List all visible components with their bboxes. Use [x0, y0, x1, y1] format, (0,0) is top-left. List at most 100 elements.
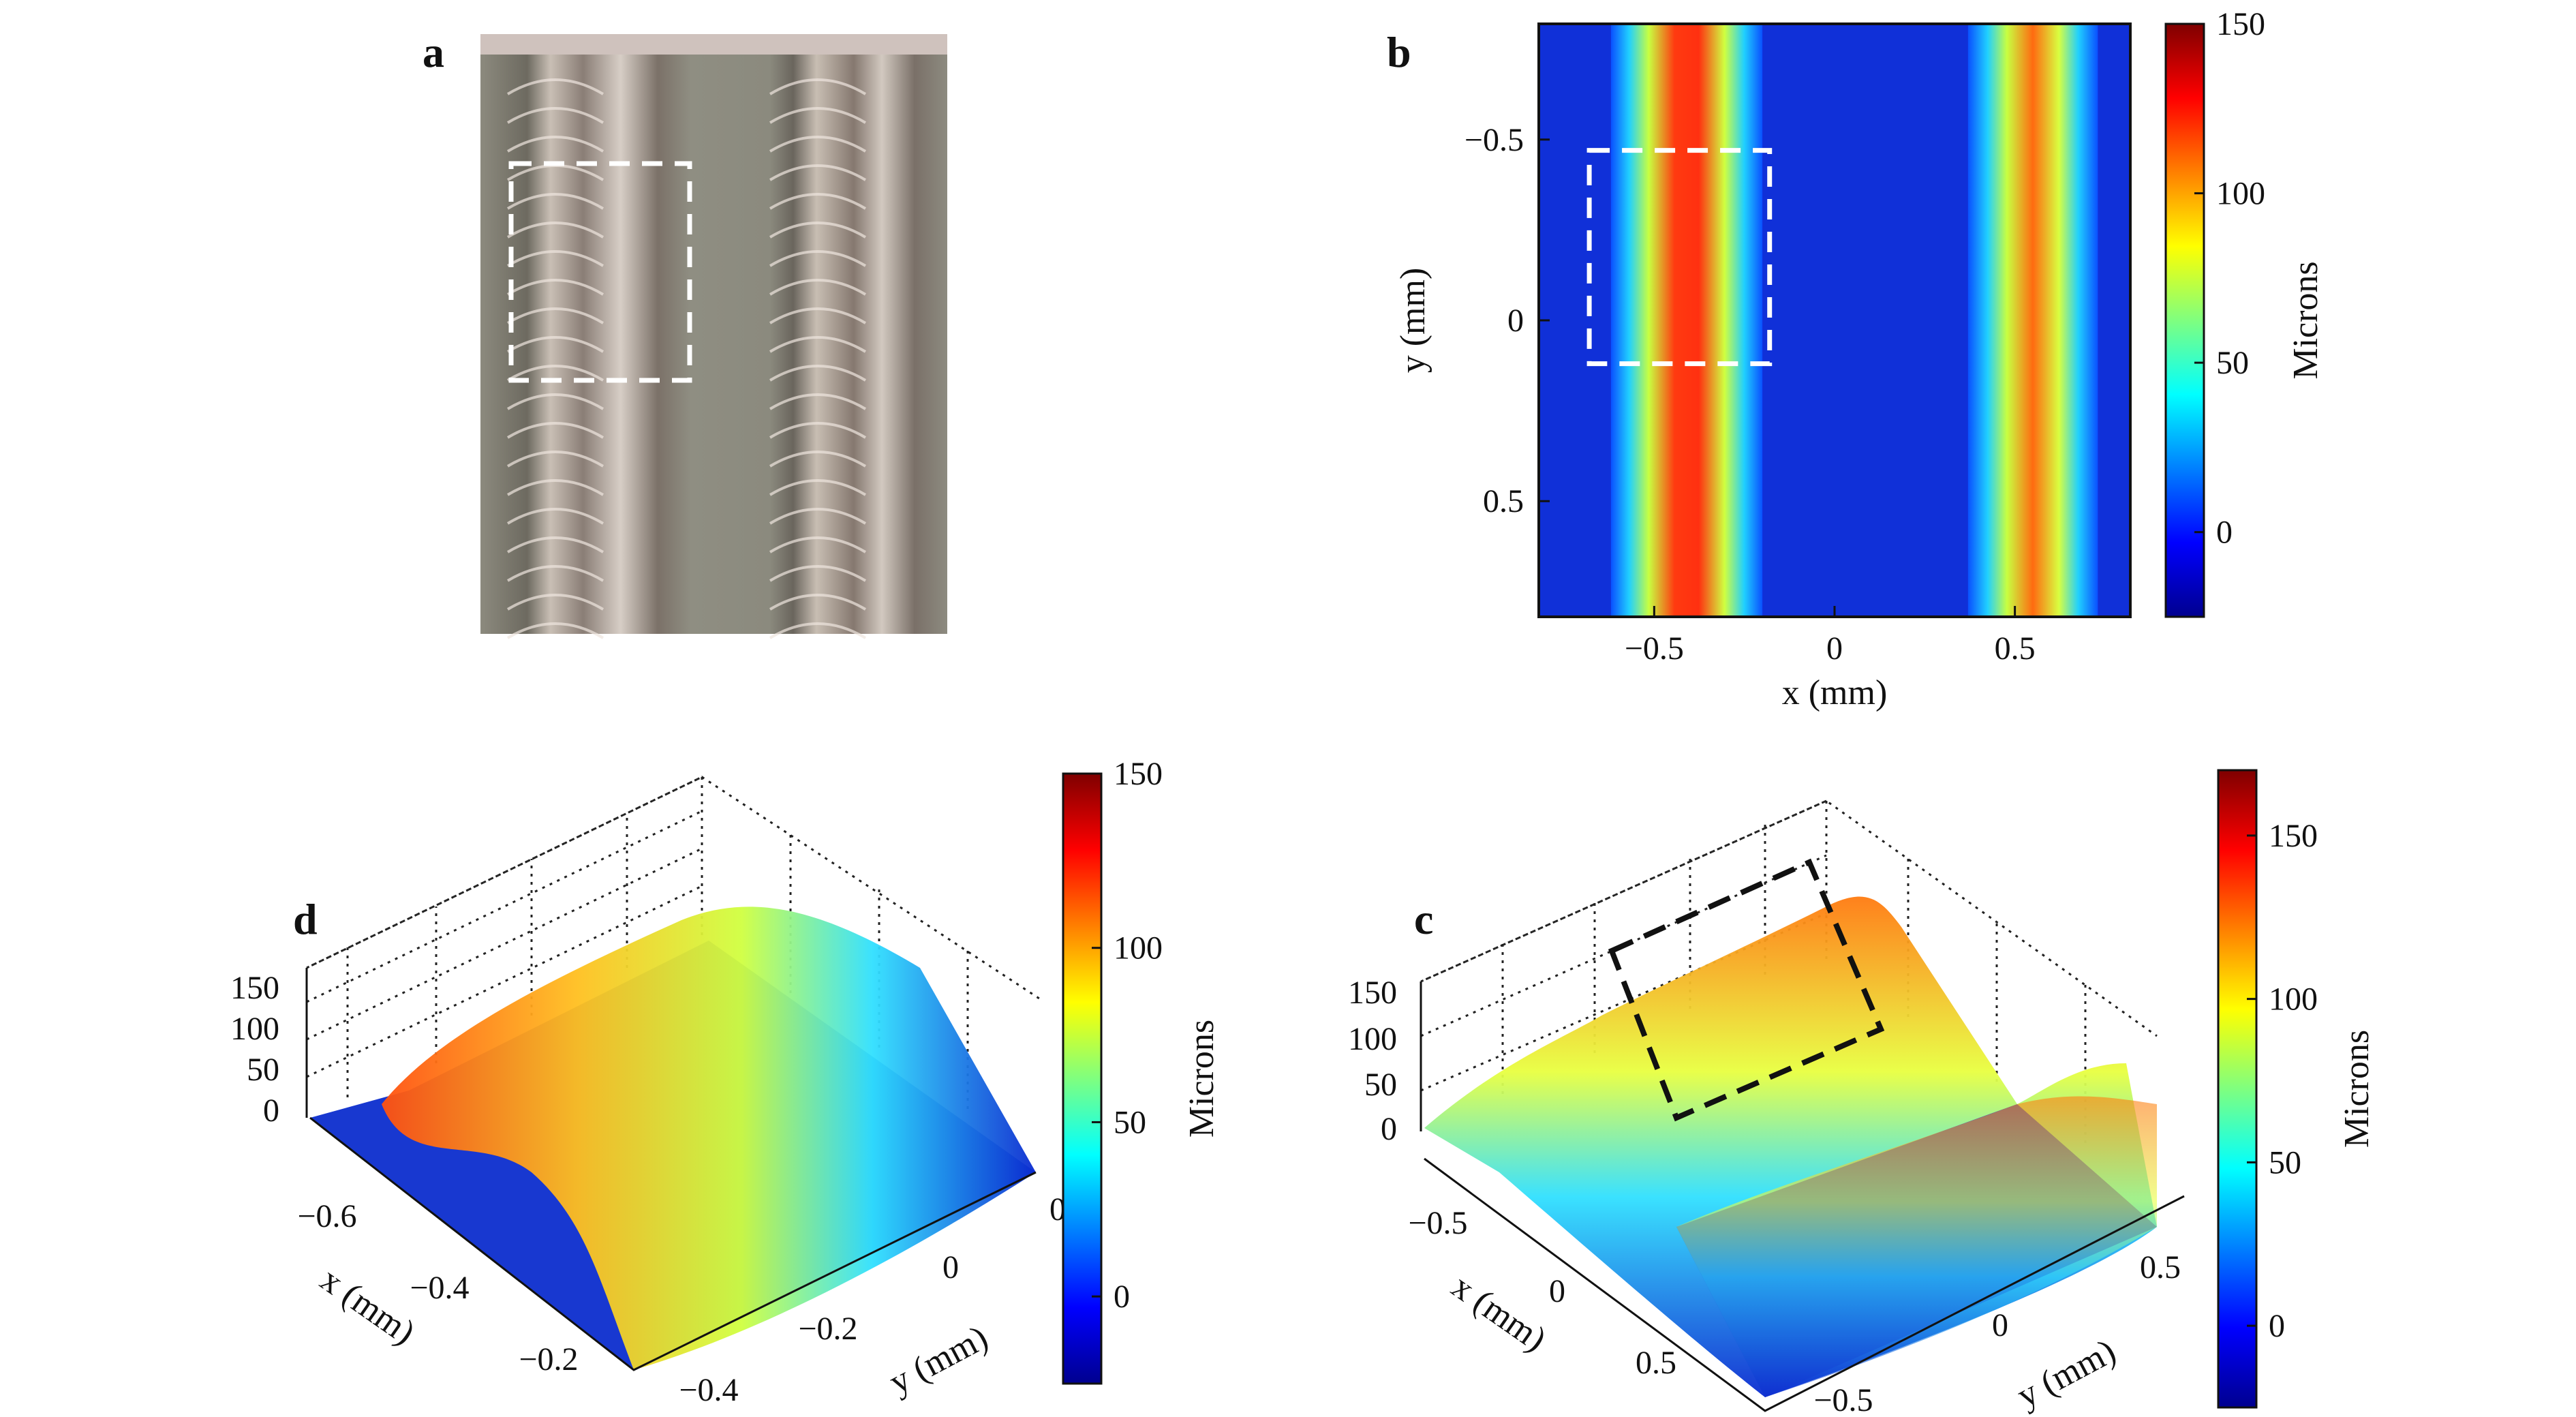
panel-c-axis-lines [1424, 1157, 2185, 1412]
photo-ripple [769, 307, 867, 324]
panel-b-y-tick-label: 0 [1507, 303, 1524, 339]
panel-c-colorbar-tick-label: 0 [2269, 1308, 2285, 1344]
panel-c-second-track [1676, 1096, 2157, 1397]
panel-c-z-tick-label: 100 [1348, 1021, 1397, 1057]
photo-ripple [506, 107, 604, 124]
panel-b-heatmap: −0.5 0 0.5 −0.5 0 0.5 x (mm) y (mm) 0 50 100 150 Mic… [1394, 6, 2325, 712]
panel-d-y-tick-label: −0.4 [679, 1372, 738, 1408]
photo-ripple [506, 451, 604, 468]
photo-ripple [506, 622, 604, 639]
photo-ripple [506, 136, 604, 153]
panel-b-colorbar-tick-label: 100 [2216, 176, 2265, 212]
photo-ripple [769, 222, 867, 239]
panel-letter-a: a [423, 28, 444, 76]
panel-d-z-tick-label: 50 [247, 1052, 279, 1088]
photo-ripple [506, 336, 604, 353]
panel-b-y-tick-label: 0.5 [1483, 483, 1524, 519]
photo-ripple [769, 365, 867, 382]
panel-d-y-tick-label: −0.2 [798, 1311, 857, 1347]
panel-d-colorbar [1062, 772, 1103, 1385]
panel-d-surface-mesh [382, 906, 1036, 1370]
photo-ripple [769, 393, 867, 410]
panel-c-z-tick-label: 0 [1381, 1111, 1397, 1147]
photo-ripple [506, 565, 604, 582]
panel-b-colorbar-tick-label: 0 [2216, 515, 2233, 551]
panel-c-colorbar-tick-label: 100 [2269, 981, 2318, 1018]
photo-ripple [769, 622, 867, 639]
photo-ripple [506, 250, 604, 267]
panel-d-z-tick-label: 100 [230, 1011, 279, 1047]
panel-c-x-tick-label: 0.5 [1636, 1345, 1676, 1381]
panel-d-colorbar-tick-label: 150 [1114, 756, 1163, 792]
panel-b-colorbar-label: Microns [2286, 261, 2325, 379]
panel-letter-b: b [1387, 28, 1411, 76]
photo-ripple [506, 422, 604, 439]
panel-letter-d: d [293, 895, 318, 943]
photo-ripple [769, 508, 867, 525]
panel-c-x-tick-label: 0 [1549, 1273, 1565, 1309]
panel-d-z-tick-label: 0 [263, 1093, 279, 1129]
panel-c-grid-line [1420, 799, 1827, 983]
panel-b-colorbar-tick-label: 150 [2216, 6, 2265, 42]
panel-d-y-tick-label: 0 [942, 1249, 959, 1285]
panel-d-z-tick-label: 150 [230, 970, 279, 1006]
panel-b-track [1967, 24, 2098, 617]
panel-c-y-tick-label: 0 [1992, 1307, 2008, 1343]
photo-ripple [506, 508, 604, 525]
photo-ripple [506, 279, 604, 296]
panel-b-track [1610, 24, 1763, 617]
panel-c-y-tick-label: −0.5 [1813, 1382, 1873, 1417]
photo-ripple [506, 479, 604, 496]
photo-ripple [506, 78, 604, 95]
panel-a-photo [480, 34, 947, 639]
panel-b-x-tick-label: 0.5 [1995, 630, 2036, 667]
panel-d-axis-lines [309, 1116, 1037, 1371]
photo-ripple [769, 536, 867, 553]
photo-ripple [769, 565, 867, 582]
panel-b-x-tick-label: −0.5 [1625, 630, 1684, 667]
photo-ripple [769, 250, 867, 267]
photo-ripple [769, 479, 867, 496]
panel-c-y-tick-label: 0.5 [2140, 1249, 2181, 1285]
panel-c-y-axis-label: y (mm) [2011, 1332, 2122, 1416]
photo-ripple [769, 193, 867, 210]
photo-ripple [769, 451, 867, 468]
panel-c-dashed-box [1608, 858, 1885, 1122]
photo-ripple [769, 422, 867, 439]
photo-ripple [769, 279, 867, 296]
panel-b-x-tick-label: 0 [1826, 630, 1843, 667]
panel-c-colorbar-tick-label: 150 [2269, 818, 2318, 854]
photo-ripple [506, 193, 604, 210]
panel-d-x-axis-label: x (mm) [313, 1260, 422, 1352]
photo-ripple [506, 365, 604, 382]
panel-b-y-tick-label: −0.5 [1465, 122, 1524, 158]
panel-b-x-axis-label: x (mm) [1782, 673, 1888, 712]
panel-b-colorbar-tick-label: 50 [2216, 345, 2249, 381]
panel-d-x-tick-label: −0.6 [297, 1198, 356, 1234]
photo-ripple [506, 594, 604, 611]
photo-ripple [769, 594, 867, 611]
panel-d-colorbar-tick-label: 0 [1114, 1279, 1130, 1315]
panel-b-colorbar [2164, 22, 2205, 618]
panel-d-colorbar-tick-label: 50 [1114, 1104, 1146, 1140]
photo-ripple [506, 536, 604, 553]
panel-c-colorbar [2217, 769, 2258, 1409]
panel-d-colorbar-tick-label: 100 [1114, 930, 1163, 966]
panel-d-y-axis-label: y (mm) [883, 1318, 994, 1402]
panel-c-x-axis-label: x (mm) [1445, 1267, 1553, 1359]
panel-c-z-tick-label: 50 [1364, 1067, 1397, 1103]
photo-ripple [769, 78, 867, 95]
panel-b-y-axis-label: y (mm) [1394, 268, 1432, 374]
photo-ripple [769, 107, 867, 124]
photo-ripple [769, 136, 867, 153]
panel-d-colorbar-label: Microns [1182, 1020, 1221, 1138]
photo-ripple [506, 393, 604, 410]
photo-ripple [506, 307, 604, 324]
panel-c-colorbar-label: Microns [2337, 1030, 2376, 1148]
panel-c-x-tick-label: −0.5 [1408, 1205, 1467, 1241]
panel-c-colorbar-tick-label: 50 [2269, 1144, 2301, 1180]
photo-ripple [769, 336, 867, 353]
